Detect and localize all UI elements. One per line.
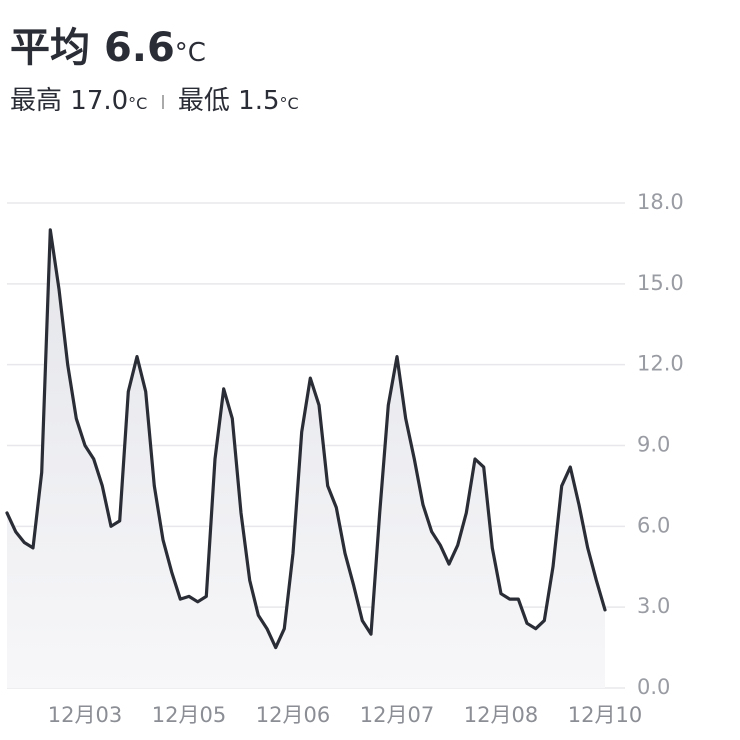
y-tick-label: 6.0: [637, 513, 670, 537]
max-value: 17.0: [70, 86, 129, 116]
average: 平均 6.6°C: [10, 22, 299, 79]
y-tick-label: 12.0: [637, 352, 684, 376]
min-value: 1.5: [238, 86, 280, 116]
unit: °C: [174, 38, 206, 68]
avg-value: 6.6: [103, 25, 175, 71]
x-tick-label: 12月06: [256, 703, 330, 727]
area: [7, 229, 605, 688]
line: [5, 228, 607, 650]
y-tick-label: 15.0: [637, 271, 684, 295]
x-tick-label: 12月03: [48, 703, 122, 727]
x-tick-label: 12月05: [152, 703, 226, 727]
y-tick-label: 0.0: [637, 675, 670, 699]
max-label: 最高: [10, 86, 63, 116]
y-tick-label: 18.0: [637, 190, 684, 214]
x-tick-label: 12月10: [568, 703, 642, 727]
x-tick-label: 12月08: [464, 703, 538, 727]
unit: °C: [279, 94, 299, 113]
x-tick-label: 12月07: [360, 703, 434, 727]
unit: °C: [128, 94, 148, 113]
separator: [161, 94, 164, 109]
y-tick-label: 3.0: [637, 594, 670, 618]
range: 最高 17.0°C 最低 1.5°C: [10, 79, 299, 126]
header: 平均 6.6°C 最高 17.0°C 最低 1.5°C: [10, 22, 299, 126]
avg-label: 平均: [10, 25, 90, 71]
y-tick-label: 9.0: [637, 433, 670, 457]
min-label: 最低: [177, 86, 230, 116]
